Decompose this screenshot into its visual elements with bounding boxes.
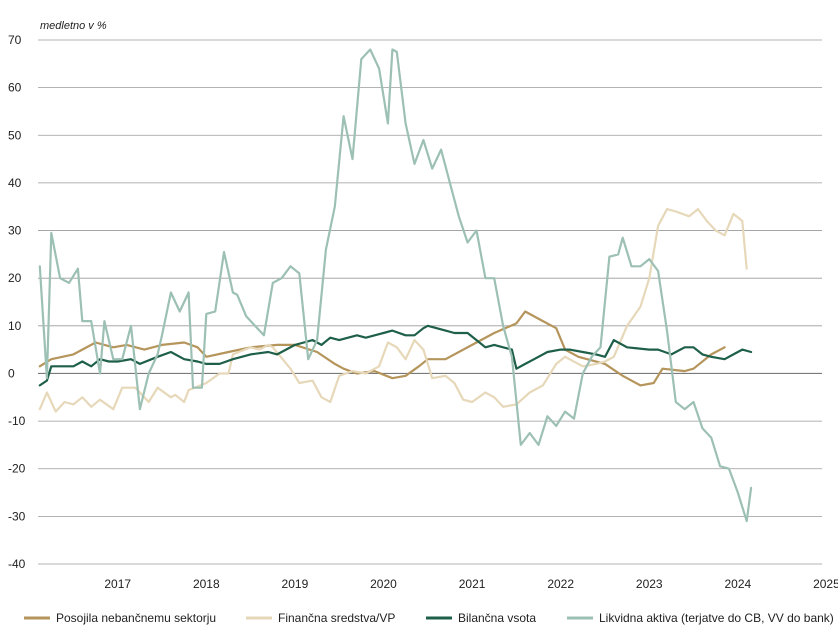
series-lines	[38, 48, 753, 523]
x-tick-label: 2023	[636, 577, 663, 591]
x-tick-label: 2019	[282, 577, 309, 591]
y-tick-label: 0	[8, 366, 15, 380]
y-tick-label: 10	[8, 319, 22, 333]
legend-label-1: Posojila nebančnemu sektorju	[56, 611, 216, 625]
legend-label-4: Likvidna aktiva (terjatve do CB, VV do b…	[599, 611, 834, 625]
y-tick-label: -10	[8, 414, 26, 428]
legend-label-3: Bilančna vsota	[458, 611, 536, 625]
series-line-1	[38, 310, 726, 387]
legend-label-2: Finančna sredstva/VP	[278, 611, 395, 625]
x-axis-ticks: 2017 2018 2019 2020 2021 2022 2023 2024 2025	[104, 577, 838, 591]
x-tick-label: 2022	[547, 577, 574, 591]
x-tick-label: 2024	[724, 577, 751, 591]
y-axis-ticks: 70 60 50 40 30 20 10 0 -10 -20 -30 -40	[8, 33, 26, 571]
y-tick-label: 30	[8, 224, 22, 238]
y-tick-label: 20	[8, 271, 22, 285]
y-tick-label: 40	[8, 176, 22, 190]
y-tick-label: 70	[8, 33, 22, 47]
y-tick-label: 50	[8, 128, 22, 142]
legend: Posojila nebančnemu sektorju Finančna sre…	[24, 611, 834, 625]
series-line-3	[38, 324, 753, 387]
x-tick-label: 2025	[813, 577, 838, 591]
x-tick-label: 2018	[193, 577, 220, 591]
x-tick-label: 2020	[370, 577, 397, 591]
y-tick-label: 60	[8, 81, 22, 95]
gridlines	[38, 39, 822, 565]
series-line-4	[38, 48, 753, 523]
series-line-2	[38, 208, 748, 413]
y-tick-label: -30	[8, 509, 26, 523]
y-tick-label: -40	[8, 557, 26, 571]
unit-label: medletno v %	[40, 20, 107, 32]
x-tick-label: 2021	[459, 577, 486, 591]
y-tick-label: -20	[8, 462, 26, 476]
x-tick-label: 2017	[104, 577, 131, 591]
